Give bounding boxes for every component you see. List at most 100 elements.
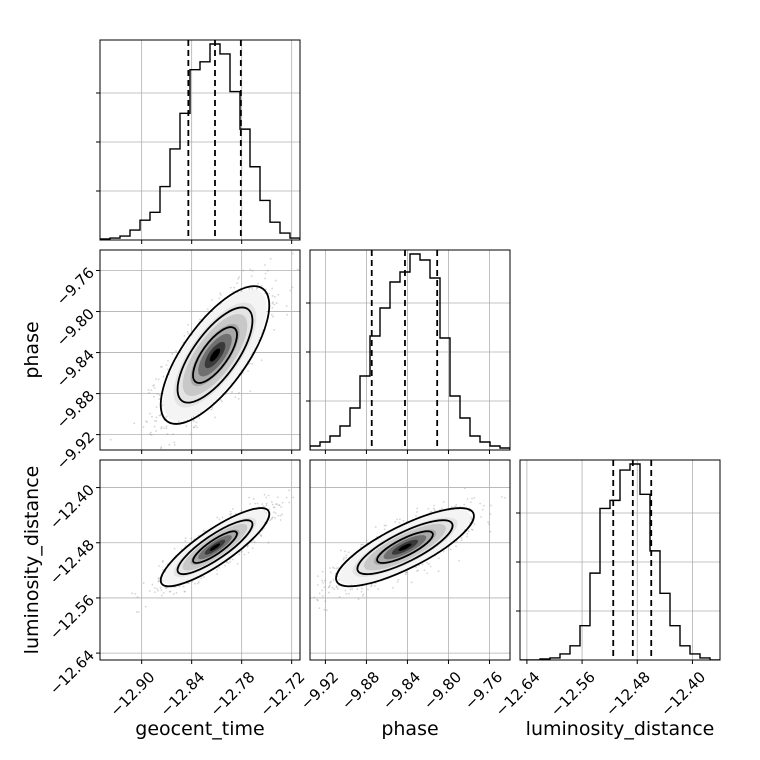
sample-point bbox=[265, 496, 268, 499]
sample-point bbox=[246, 545, 249, 548]
sample-point bbox=[467, 530, 470, 533]
sample-point bbox=[193, 426, 196, 428]
sample-point bbox=[455, 503, 458, 506]
sample-point bbox=[394, 520, 397, 523]
sample-point bbox=[260, 534, 262, 537]
sample-point bbox=[151, 415, 153, 418]
sample-point bbox=[460, 539, 463, 542]
x-tick-label: −12.48 bbox=[602, 668, 654, 720]
sample-point bbox=[321, 579, 324, 582]
sample-point bbox=[342, 558, 345, 561]
sample-point bbox=[161, 456, 163, 458]
sample-point bbox=[383, 528, 386, 531]
sample-point bbox=[238, 392, 240, 394]
sample-point bbox=[423, 569, 426, 572]
sample-point bbox=[183, 334, 186, 337]
x-tick-label: −12.90 bbox=[106, 668, 158, 720]
sample-point bbox=[285, 496, 288, 499]
sample-point bbox=[489, 513, 492, 516]
x-tick-label: −12.84 bbox=[156, 668, 208, 720]
sample-point bbox=[471, 497, 473, 500]
density-level bbox=[398, 543, 412, 551]
sample-point bbox=[426, 562, 428, 564]
panel-frame bbox=[519, 459, 721, 661]
histogram-bar bbox=[580, 626, 590, 660]
sample-point bbox=[316, 583, 319, 586]
density-level bbox=[209, 348, 221, 362]
histogram-bar bbox=[260, 200, 270, 240]
sample-point bbox=[160, 426, 163, 428]
sample-point bbox=[216, 516, 219, 519]
sample-point bbox=[410, 581, 413, 584]
sample-point bbox=[315, 598, 318, 601]
sample-point bbox=[175, 350, 177, 353]
sample-point bbox=[432, 507, 435, 510]
panel-phase-vs-phase bbox=[306, 249, 511, 454]
sample-point bbox=[278, 504, 281, 506]
sample-point bbox=[286, 617, 288, 619]
sample-point bbox=[328, 585, 331, 588]
sample-point bbox=[438, 557, 440, 560]
sample-point bbox=[396, 518, 398, 521]
sample-point bbox=[288, 501, 291, 504]
contour-line bbox=[192, 326, 238, 384]
sample-point bbox=[277, 293, 280, 296]
sample-point bbox=[333, 588, 336, 591]
sample-point bbox=[148, 590, 151, 592]
sample-point bbox=[291, 252, 294, 255]
sample-point bbox=[144, 605, 147, 608]
sample-point bbox=[313, 596, 316, 599]
sample-point bbox=[229, 513, 231, 516]
sample-point bbox=[223, 564, 226, 567]
sample-point bbox=[218, 297, 221, 300]
histogram-bar bbox=[160, 187, 170, 240]
sample-point bbox=[201, 454, 203, 456]
sample-point bbox=[186, 330, 189, 333]
y-tick-label: −9.92 bbox=[53, 428, 98, 473]
sample-point bbox=[470, 516, 472, 519]
sample-point bbox=[288, 489, 291, 492]
sample-point bbox=[471, 528, 474, 531]
histogram-bar bbox=[220, 54, 230, 240]
sample-point bbox=[481, 508, 484, 511]
panel-frame bbox=[309, 459, 511, 661]
sample-point bbox=[460, 537, 463, 539]
sample-point bbox=[271, 517, 273, 520]
sample-point bbox=[329, 581, 332, 584]
sample-point bbox=[134, 592, 137, 595]
sample-point bbox=[229, 561, 232, 563]
sample-point bbox=[210, 299, 213, 302]
sample-point bbox=[367, 588, 369, 591]
sample-point bbox=[171, 352, 174, 355]
sample-point bbox=[466, 498, 469, 500]
sample-point bbox=[192, 426, 195, 429]
sample-point bbox=[269, 519, 272, 522]
sample-point bbox=[373, 584, 376, 587]
sample-point bbox=[490, 504, 492, 507]
sample-point bbox=[159, 586, 162, 589]
sample-point bbox=[227, 562, 230, 564]
sample-point bbox=[251, 547, 254, 550]
sample-point bbox=[251, 362, 253, 365]
sample-point bbox=[343, 556, 345, 559]
sample-point bbox=[155, 430, 157, 432]
sample-point bbox=[202, 529, 205, 532]
sample-point bbox=[272, 315, 274, 318]
histogram-bar bbox=[690, 654, 700, 660]
sample-point bbox=[225, 561, 228, 564]
sample-point bbox=[321, 570, 324, 573]
sample-point bbox=[433, 509, 436, 512]
histogram-bar bbox=[380, 308, 390, 450]
sample-point bbox=[161, 594, 163, 597]
sample-point bbox=[501, 496, 503, 498]
sample-point bbox=[161, 561, 164, 563]
sample-point bbox=[458, 559, 461, 562]
sample-point bbox=[237, 277, 240, 280]
sample-point bbox=[415, 514, 417, 517]
sample-point bbox=[165, 427, 168, 430]
sample-point bbox=[281, 513, 284, 516]
sample-point bbox=[156, 589, 159, 592]
sample-point bbox=[231, 507, 234, 510]
sample-point bbox=[159, 414, 162, 417]
panel-luminosity_distance-vs-luminosity_distance bbox=[516, 459, 721, 664]
